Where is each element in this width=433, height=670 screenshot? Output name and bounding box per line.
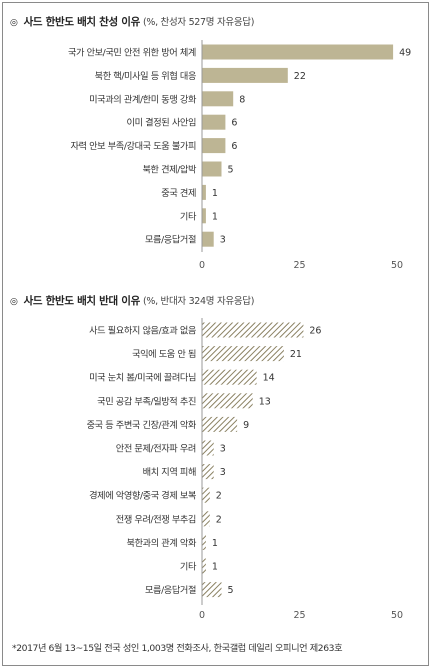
- x-tick-label: 0: [199, 610, 205, 621]
- category-label: 자력 안보 부족/강대국 도움 불가피: [70, 140, 196, 152]
- bar-value-label: 1: [212, 562, 218, 573]
- x-tick-label: 25: [293, 610, 305, 621]
- footnote: *2017년 6월 13~15일 전국 성인 1,003명 전화조사, 한국갤럽…: [12, 643, 343, 654]
- bar: [202, 161, 222, 177]
- bar-value-label: 1: [212, 188, 218, 199]
- category-label: 사드 필요하지 않음/효과 없음: [89, 325, 196, 337]
- category-label: 국익에 도움 안 됨: [132, 348, 196, 360]
- category-label: 기타: [180, 562, 197, 573]
- category-label: 국민 공감 부족/일방적 추진: [97, 395, 196, 407]
- support-subtitle: (%, 찬성자 527명 자유응답): [142, 17, 255, 28]
- category-label: 미국과의 관계/한미 동맹 강화: [89, 93, 197, 105]
- category-label: 안전 문제/전자파 우려: [116, 443, 196, 455]
- bar-value-label: 6: [231, 118, 237, 129]
- bar-value-label: 5: [228, 585, 234, 596]
- oppose-chart-title: ◎ 사드 한반도 배치 반대 이유 (%, 반대자 324명 자유응답): [10, 293, 254, 308]
- bar-value-label: 26: [309, 326, 321, 337]
- bar: [202, 487, 210, 503]
- bar-value-label: 3: [220, 235, 226, 246]
- bar: [202, 322, 304, 338]
- bar: [202, 184, 206, 200]
- bar: [202, 416, 238, 432]
- x-tick-label: 0: [199, 260, 205, 271]
- category-label: 경제에 악영향/중국 경제 보복: [89, 490, 196, 502]
- bar-value-label: 13: [259, 396, 271, 407]
- bar-value-label: 49: [399, 48, 411, 59]
- bar-value-label: 1: [212, 211, 218, 222]
- support-title-text: 사드 한반도 배치 찬성 이유: [23, 16, 141, 28]
- category-label: 북한 견제/압박: [142, 164, 196, 176]
- bar-value-label: 1: [212, 538, 218, 549]
- support-chart-title: ◎ 사드 한반도 배치 찬성 이유 (%, 찬성자 527명 자유응답): [10, 14, 254, 29]
- bar: [202, 369, 257, 385]
- bar: [202, 346, 284, 362]
- category-label: 중국 등 주변국 긴장/관계 악화: [87, 419, 197, 431]
- bar: [202, 91, 234, 107]
- bar: [202, 114, 226, 130]
- oppose-title-text: 사드 한반도 배치 반대 이유: [23, 295, 141, 307]
- category-label: 전쟁 우려/전쟁 부추김: [116, 513, 196, 525]
- bar: [202, 208, 206, 224]
- category-label: 이미 결정된 사안임: [127, 117, 196, 129]
- x-tick-label: 50: [391, 610, 403, 621]
- bar-value-label: 14: [263, 373, 275, 384]
- category-label: 북한 핵/미사일 등 위협 대응: [95, 70, 196, 82]
- bar-value-label: 2: [216, 491, 222, 502]
- x-tick-label: 25: [293, 260, 305, 271]
- bar: [202, 393, 253, 409]
- title-bullet: ◎: [10, 18, 18, 28]
- title-bullet: ◎: [10, 297, 18, 307]
- bar-value-label: 2: [216, 514, 222, 525]
- oppose-subtitle: (%, 반대자 324명 자유응답): [142, 296, 255, 307]
- bar-value-label: 6: [231, 141, 237, 152]
- category-label: 모름/응답거절: [145, 584, 196, 596]
- bar-value-label: 3: [220, 467, 226, 478]
- bar-value-label: 5: [228, 165, 234, 176]
- category-label: 미국 눈치 봄/미국에 끌려다님: [89, 372, 196, 384]
- bar-value-label: 9: [243, 420, 249, 431]
- bar: [202, 534, 206, 550]
- bar: [202, 44, 394, 60]
- bar: [202, 67, 288, 83]
- bar: [202, 582, 222, 598]
- category-label: 중국 견제: [161, 187, 196, 199]
- bar-value-label: 22: [294, 71, 306, 82]
- category-label: 배치 지역 피해: [143, 466, 196, 478]
- bar: [202, 440, 214, 456]
- x-tick-label: 50: [391, 260, 403, 271]
- bar-value-label: 8: [239, 94, 245, 105]
- category-label: 북한과의 관계 악화: [127, 537, 197, 549]
- bar-value-label: 21: [290, 349, 302, 360]
- support-reasons-chart: 국가 안보/국민 안전 위한 방어 체계 49 북한 핵/미사일 등 위협 대응 22…: [68, 40, 411, 271]
- category-label: 기타: [180, 211, 197, 222]
- category-label: 모름/응답거절: [145, 234, 196, 246]
- chart-frame: [2, 2, 429, 666]
- bar: [202, 138, 226, 154]
- bar: [202, 231, 214, 247]
- bar: [202, 511, 210, 527]
- category-label: 국가 안보/국민 안전 위한 방어 체계: [68, 47, 196, 59]
- bar: [202, 464, 214, 480]
- bar-value-label: 3: [220, 444, 226, 455]
- bar: [202, 558, 206, 574]
